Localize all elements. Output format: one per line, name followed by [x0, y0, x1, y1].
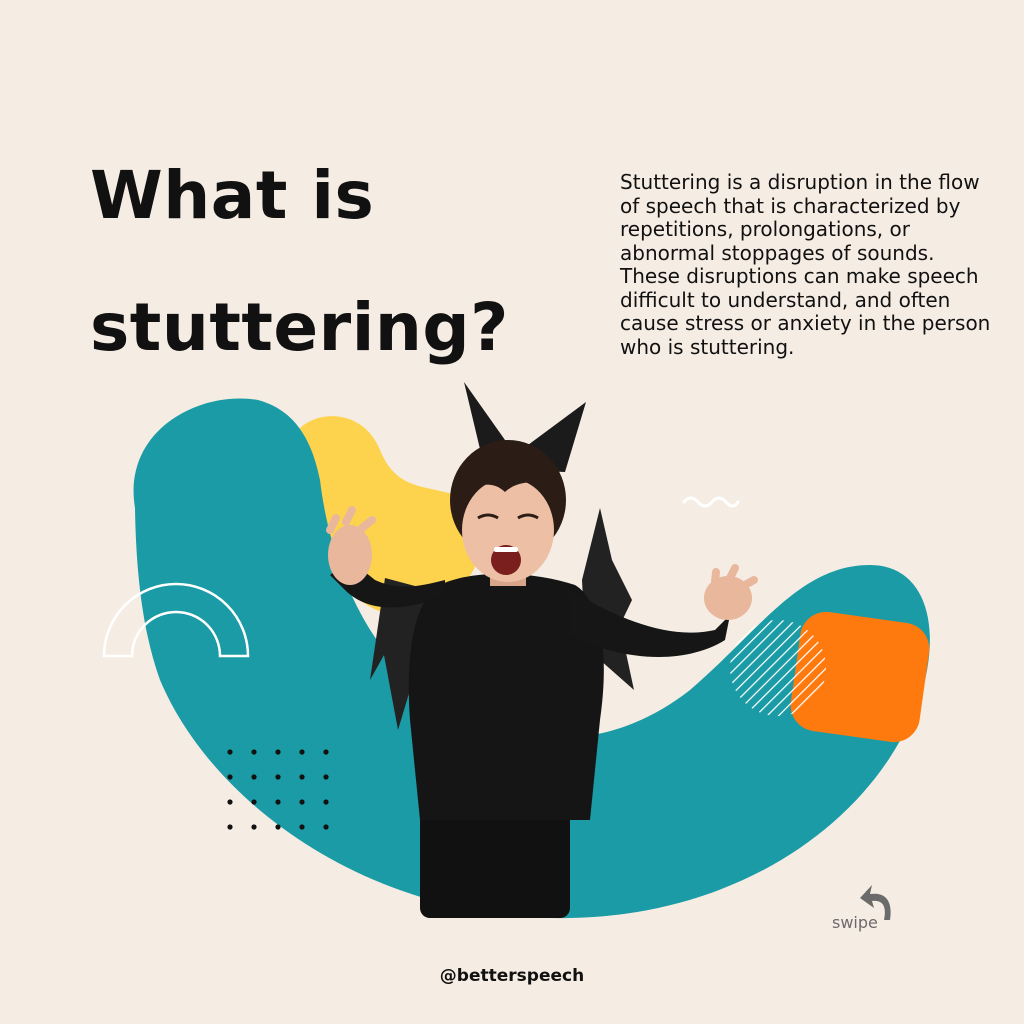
- headline-line-2: stuttering?: [90, 289, 509, 366]
- teal-swoosh: [133, 398, 930, 919]
- orange-square: [790, 611, 930, 743]
- hand-left: [328, 525, 372, 585]
- swipe-label[interactable]: swipe: [832, 913, 878, 932]
- arm-right: [570, 590, 730, 658]
- curved-arrow-icon: [860, 885, 891, 920]
- hatched-circle: [730, 620, 826, 716]
- squiggle: [682, 496, 740, 508]
- hand-left-fingers: [326, 506, 376, 534]
- teeth: [494, 547, 518, 552]
- eye-left: [477, 513, 499, 520]
- torso: [408, 573, 604, 820]
- child-figure: [326, 382, 758, 918]
- eye-right: [517, 513, 539, 520]
- headline: What is stuttering?: [90, 130, 509, 394]
- description-text: Stuttering is a disruption in the flow o…: [620, 170, 991, 359]
- dot-grid: [227, 749, 329, 830]
- hand-right-fingers: [711, 564, 758, 589]
- headline-line-1: What is: [90, 157, 375, 234]
- mouth: [491, 545, 521, 575]
- hair-bangs: [455, 463, 565, 505]
- bat-wing-left: [370, 578, 430, 730]
- face: [462, 478, 554, 582]
- arch-outline: [102, 582, 250, 658]
- hand-right: [704, 576, 752, 620]
- social-handle: @betterspeech: [439, 966, 585, 986]
